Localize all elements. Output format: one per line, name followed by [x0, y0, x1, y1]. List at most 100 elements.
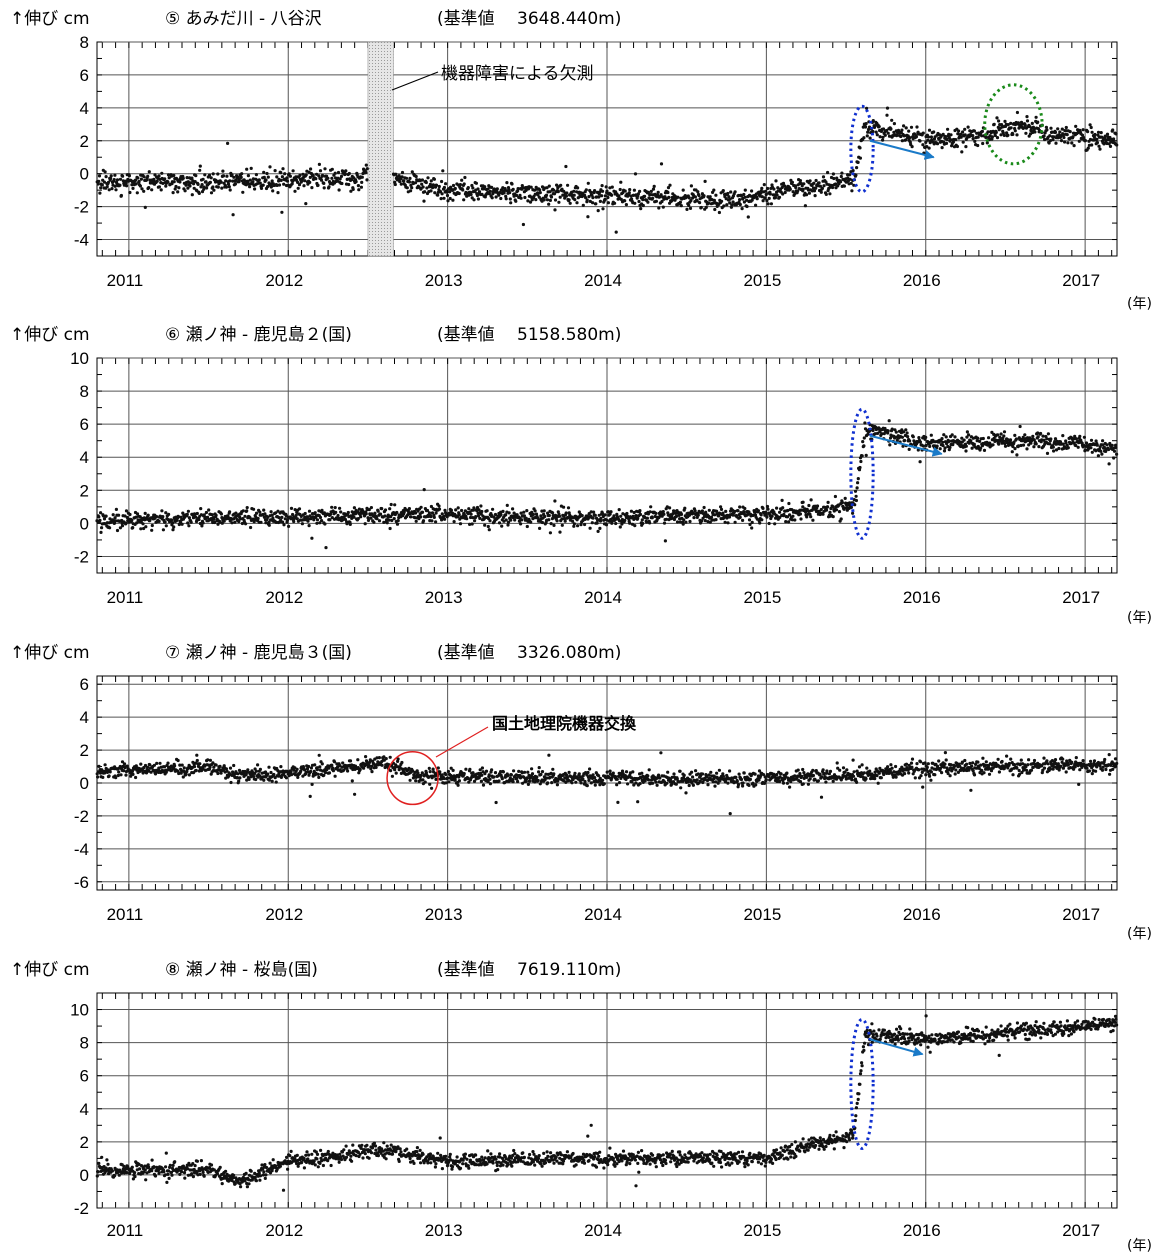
- data-point: [125, 184, 129, 188]
- data-point: [929, 135, 934, 139]
- data-point: [1061, 434, 1065, 438]
- data-point: [387, 518, 391, 522]
- data-point: [458, 183, 462, 187]
- data-point: [553, 198, 558, 202]
- x-tick-label: 2014: [584, 588, 622, 607]
- data-point: [545, 198, 550, 202]
- data-point: [323, 167, 327, 171]
- data-point: [693, 195, 698, 199]
- data-point: [696, 513, 700, 517]
- data-point: [1053, 130, 1058, 134]
- data-point: [423, 780, 427, 784]
- data-point: [565, 191, 569, 195]
- data-point: [137, 179, 141, 184]
- data-point: [442, 776, 446, 781]
- data-point: [409, 515, 413, 519]
- data-point: [130, 518, 134, 523]
- data-point: [134, 775, 138, 780]
- data-point: [754, 203, 758, 207]
- data-point: [157, 174, 161, 178]
- data-point: [350, 178, 354, 182]
- reference-value: (基準値 3648.440m): [437, 9, 621, 29]
- data-point: [197, 191, 201, 195]
- data-point: [460, 508, 464, 513]
- data-point: [200, 524, 204, 528]
- data-point: [814, 186, 818, 190]
- data-point: [954, 138, 958, 142]
- data-point: [639, 207, 643, 211]
- data-point: [692, 516, 696, 520]
- data-point: [334, 510, 338, 514]
- data-point: [315, 518, 320, 522]
- data-point: [468, 767, 472, 771]
- data-point: [340, 181, 344, 186]
- data-point: [851, 169, 855, 173]
- data-point: [900, 139, 905, 143]
- data-point: [828, 192, 832, 196]
- data-point: [730, 203, 734, 207]
- data-point: [420, 510, 425, 514]
- data-point: [1095, 443, 1099, 447]
- data-point: [765, 199, 769, 203]
- data-point: [924, 435, 928, 439]
- data-point: [944, 141, 949, 145]
- data-point: [632, 188, 637, 192]
- data-point: [244, 522, 248, 526]
- data-point: [198, 762, 202, 766]
- data-point: [1011, 132, 1015, 136]
- data-point: [1086, 130, 1090, 134]
- data-point: [699, 205, 703, 210]
- data-point: [323, 771, 328, 775]
- data-point: [290, 182, 294, 186]
- x-tick-label: 2013: [425, 271, 463, 290]
- data-point: [1025, 119, 1030, 123]
- data-point: [414, 779, 418, 783]
- data-point: [839, 180, 843, 184]
- data-point: [809, 515, 813, 519]
- data-point: [704, 205, 708, 209]
- data-point: [134, 178, 138, 182]
- data-point: [1096, 454, 1100, 458]
- data-point: [614, 521, 618, 526]
- data-point: [365, 178, 369, 182]
- data-point: [994, 130, 998, 134]
- data-point: [948, 445, 952, 449]
- data-point: [510, 182, 514, 186]
- data-point: [516, 187, 520, 191]
- data-point: [1056, 127, 1060, 131]
- data-point: [617, 194, 621, 198]
- data-point: [470, 183, 474, 188]
- data-point: [868, 136, 872, 140]
- data-point: [875, 133, 879, 137]
- data-point: [257, 178, 261, 182]
- data-point: [807, 503, 811, 508]
- data-point: [232, 175, 236, 179]
- x-tick-label: 2014: [584, 905, 622, 924]
- data-point: [343, 172, 347, 176]
- data-point: [437, 504, 441, 508]
- data-point: [195, 758, 199, 763]
- data-point: [572, 522, 577, 526]
- data-point: [856, 477, 860, 481]
- data-point: [1013, 433, 1017, 437]
- data-point: [174, 184, 178, 189]
- data-point: [529, 520, 533, 524]
- data-point: [1095, 137, 1099, 141]
- data-point: [905, 431, 909, 435]
- data-point: [603, 513, 607, 517]
- data-point: [548, 531, 553, 535]
- data-point: [801, 187, 805, 191]
- data-point: [130, 183, 134, 187]
- data-point: [330, 176, 334, 180]
- data-point: [745, 204, 749, 209]
- data-point: [1096, 130, 1101, 134]
- data-point: [485, 509, 489, 513]
- data-point: [633, 172, 638, 176]
- data-point: [698, 201, 702, 205]
- data-point: [138, 184, 142, 188]
- data-point: [109, 176, 113, 181]
- data-point: [633, 524, 637, 528]
- data-point: [652, 184, 656, 188]
- data-point: [432, 177, 436, 181]
- data-point: [858, 465, 862, 470]
